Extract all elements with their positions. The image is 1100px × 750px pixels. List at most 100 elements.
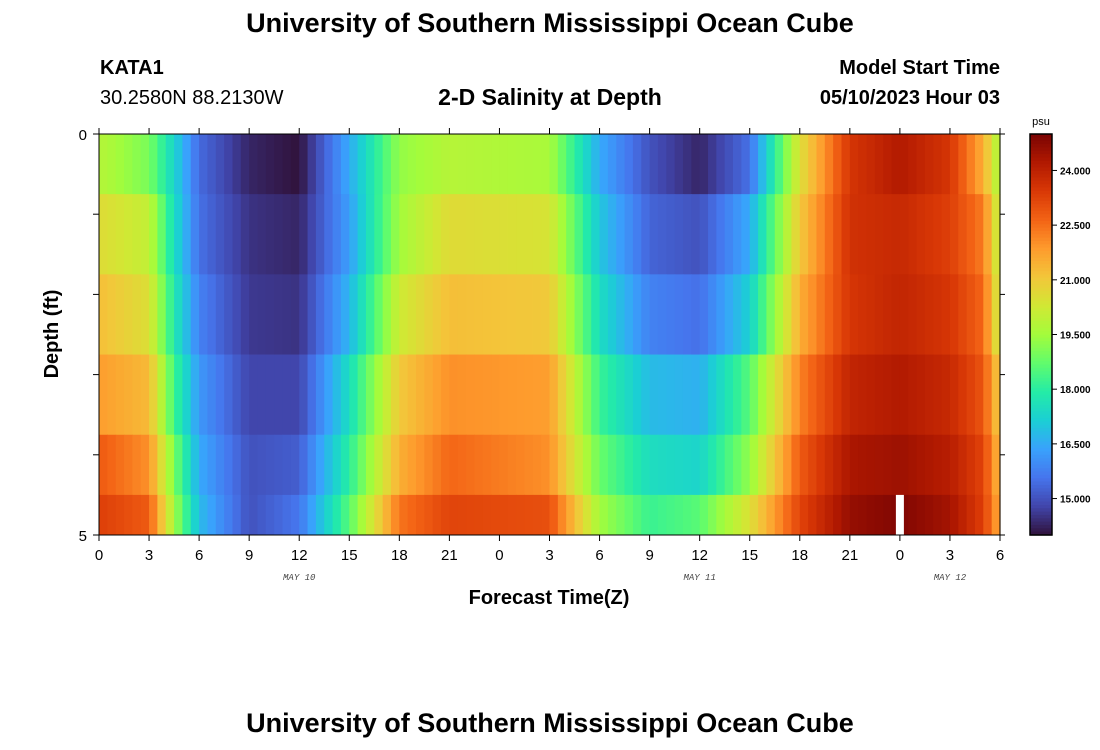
heatmap-cell [524, 354, 534, 436]
heatmap-cell [724, 274, 734, 355]
colorbar-swatch [1030, 524, 1052, 529]
heatmap-cell [332, 494, 342, 536]
heatmap-cell [674, 494, 684, 536]
heatmap-cell [808, 354, 818, 436]
heatmap-cell [858, 274, 868, 355]
heatmap-cell [332, 134, 342, 195]
heatmap-cell [349, 194, 359, 275]
colorbar: 15.000 16.500 18.000 19.500 21.000 22.500 24.0… [1029, 133, 1091, 536]
heatmap-cell [332, 194, 342, 275]
heatmap-cell [682, 354, 692, 436]
colorbar-swatch [1030, 154, 1052, 158]
heatmap-cell [466, 194, 476, 275]
heatmap-cell [958, 434, 968, 496]
heatmap-cell [983, 494, 993, 536]
missing-data-gap [895, 494, 904, 535]
colorbar-swatch [1030, 190, 1052, 195]
heatmap-cell [290, 134, 300, 195]
heatmap-cell [382, 354, 392, 436]
heatmap-cell [215, 354, 225, 436]
heatmap-cell [290, 354, 300, 436]
heatmap-cell [991, 134, 1001, 195]
colorbar-swatch [1030, 174, 1052, 179]
colorbar-swatch [1030, 391, 1052, 396]
colorbar-swatch [1030, 184, 1052, 189]
heatmap-cell [657, 354, 667, 436]
heatmap-cell [541, 134, 551, 195]
heatmap-cell [958, 354, 968, 436]
heatmap-cell [182, 434, 192, 496]
heatmap-cell [124, 134, 133, 195]
colorbar-swatch [1030, 408, 1052, 412]
heatmap-cell [482, 434, 492, 496]
heatmap-cell [332, 434, 342, 496]
heatmap-cell [908, 274, 918, 355]
heatmap-cell [983, 274, 993, 355]
heatmap-cell [190, 134, 200, 195]
heatmap-cell [966, 134, 976, 195]
heatmap-cell [691, 274, 701, 355]
heatmap-cell [357, 134, 367, 195]
heatmap-cell [716, 354, 726, 436]
heatmap-cell [616, 494, 626, 536]
heatmap-cell [115, 134, 125, 195]
colorbar-swatch [1030, 434, 1052, 439]
heatmap-cell [933, 134, 943, 195]
heatmap-cell [741, 354, 751, 436]
heatmap-cell [866, 434, 876, 496]
heatmap-cell [265, 134, 275, 195]
heatmap-cell [874, 274, 884, 355]
heatmap-cell [390, 494, 400, 536]
heatmap-cell [390, 194, 400, 275]
heatmap-cell [557, 434, 567, 496]
heatmap-cell [674, 354, 684, 436]
heatmap-cell [691, 434, 701, 496]
colorbar-swatch [1030, 334, 1052, 339]
heatmap-cell [182, 274, 192, 355]
heatmap-cell [874, 494, 884, 536]
heatmap-cell [833, 194, 843, 275]
station-coordinates: 30.2580N 88.2130W [100, 87, 284, 109]
heatmap-cell [632, 274, 642, 355]
colorbar-swatch [1030, 224, 1052, 229]
heatmap-cell [641, 354, 651, 436]
heatmap-cell [240, 134, 250, 195]
heatmap-cell [808, 134, 818, 195]
heatmap-cell [232, 434, 242, 496]
heatmap-cell [691, 354, 701, 436]
heatmap-cell [507, 434, 517, 496]
heatmap-cell [632, 134, 642, 195]
heatmap-cell [207, 354, 217, 436]
heatmap-cell [307, 274, 317, 355]
heatmap-cell [607, 354, 617, 436]
heatmap-cell [724, 354, 734, 436]
colorbar-swatch [1030, 498, 1052, 503]
heatmap-cell [607, 274, 617, 355]
heatmap-cell [215, 134, 225, 195]
heatmap-cell [107, 494, 117, 536]
colorbar-swatch [1030, 491, 1052, 496]
heatmap-cell [274, 134, 284, 195]
colorbar-swatch [1030, 441, 1052, 446]
heatmap-cell [374, 194, 384, 275]
heatmap-cell [657, 194, 667, 275]
x-tick-label: 3 [545, 547, 553, 564]
heatmap-cell [691, 194, 701, 275]
heatmap-cell [949, 354, 959, 436]
heatmap-cell [140, 434, 150, 496]
heatmap-cell [933, 274, 943, 355]
heatmap-cell [833, 434, 843, 496]
heatmap-cell [649, 354, 659, 436]
heatmap-cell [883, 354, 893, 436]
day-label: MAY 10 [283, 573, 316, 583]
heatmap-cell [958, 494, 968, 536]
colorbar-swatch [1030, 444, 1052, 449]
heatmap-cell [357, 354, 367, 436]
heatmap-cell [265, 194, 275, 275]
heatmap-cell [908, 354, 918, 436]
heatmap-cell [524, 434, 534, 496]
model-start-label: Model Start Time [839, 57, 1000, 79]
x-tick-label: 3 [946, 547, 954, 564]
heatmap-cell [566, 134, 576, 195]
heatmap-cell [99, 494, 108, 536]
